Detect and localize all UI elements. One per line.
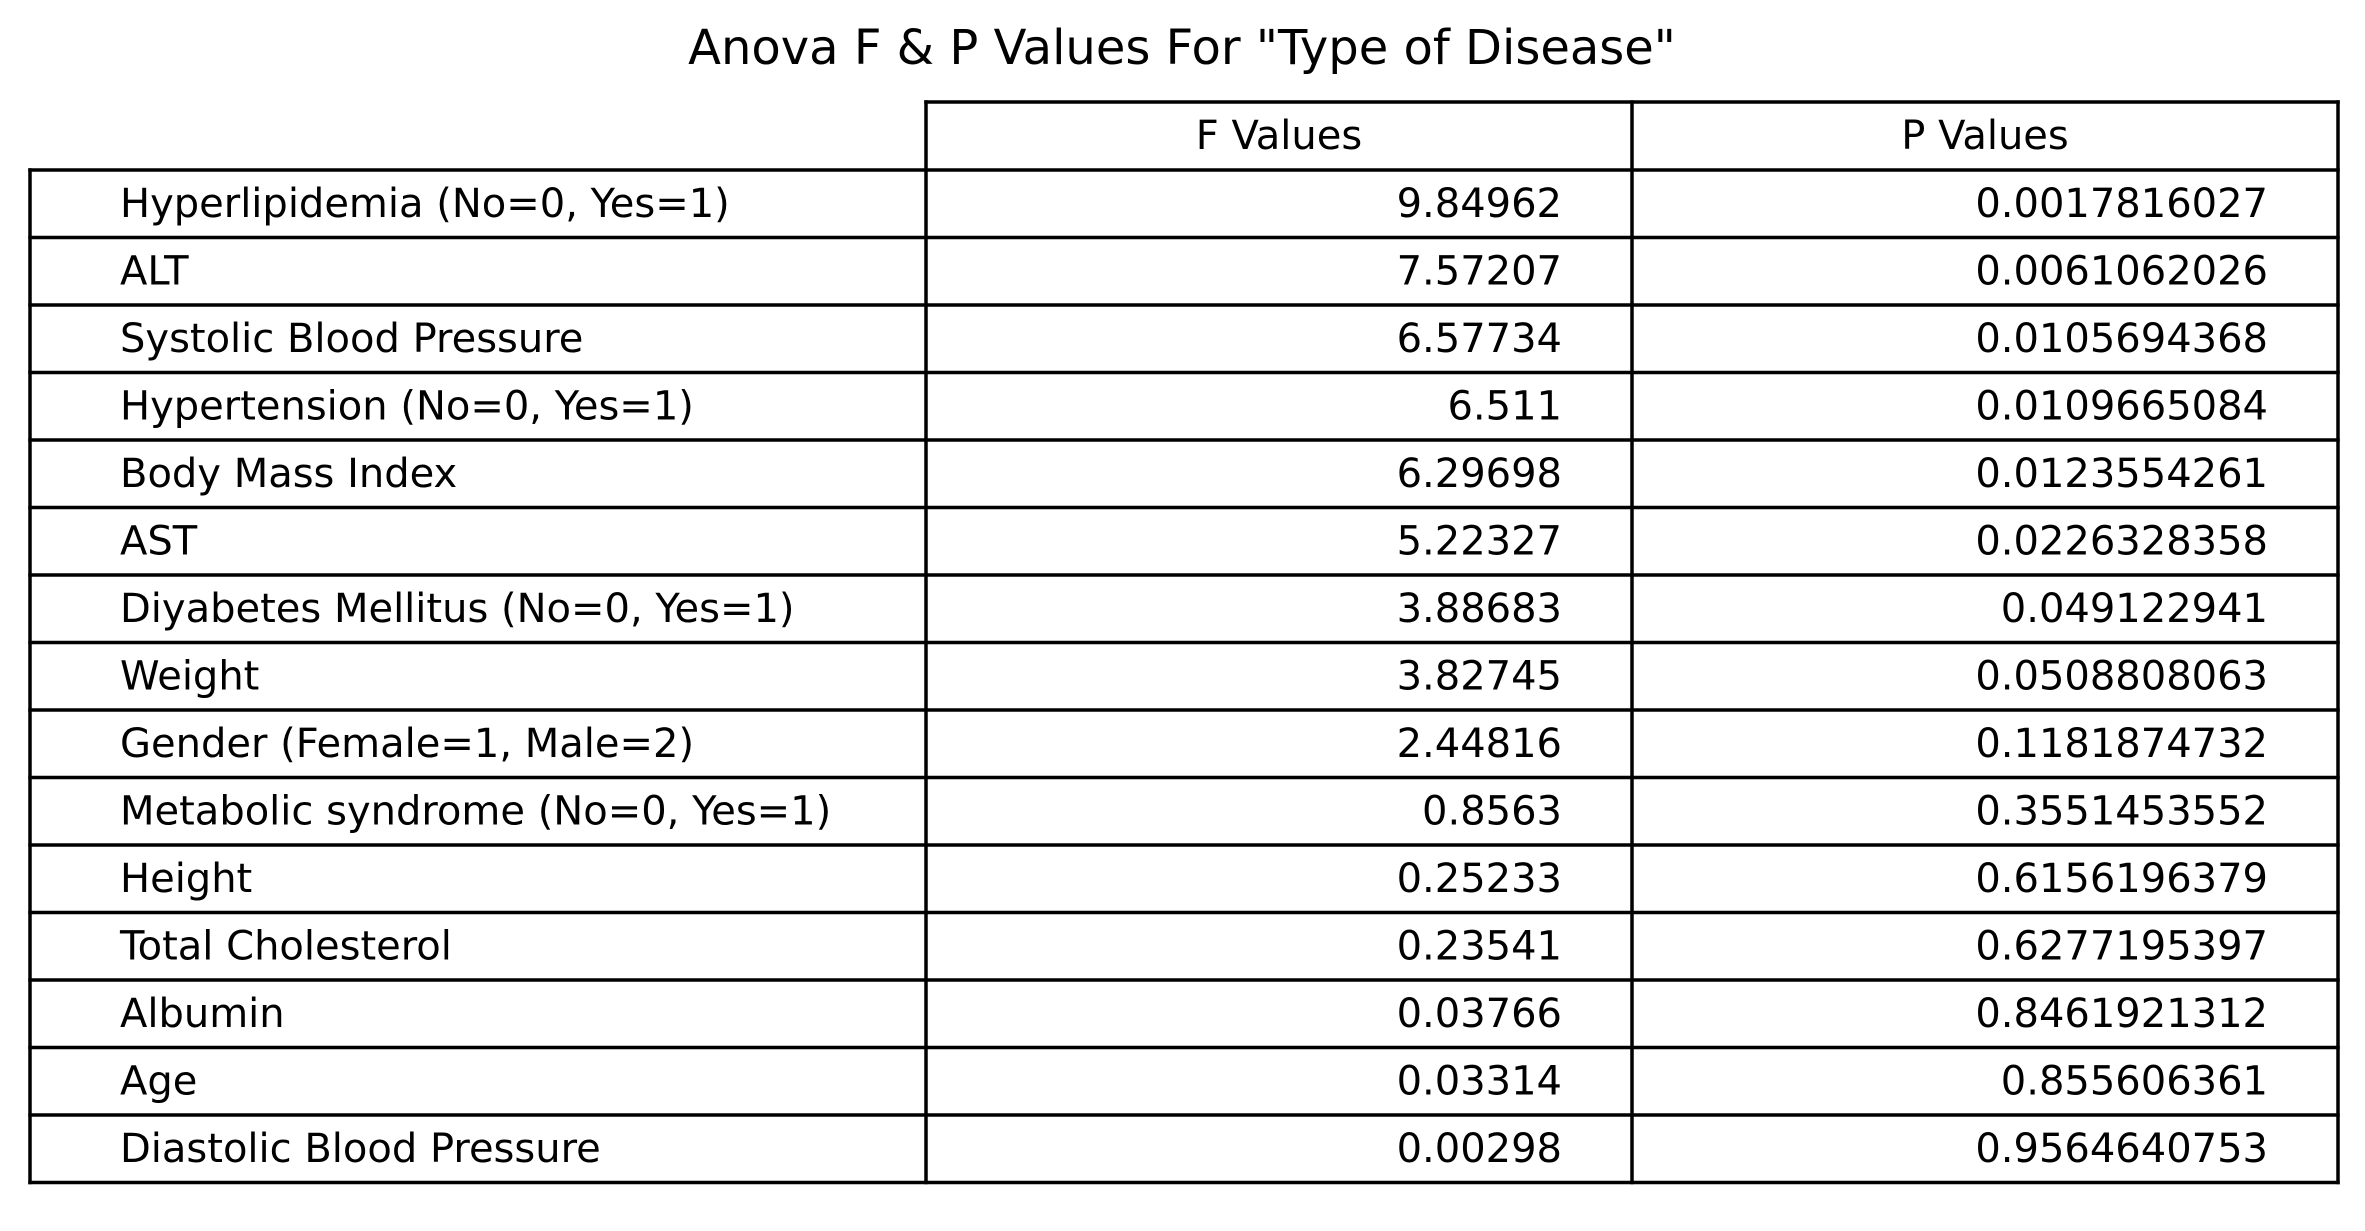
row-label: Body Mass Index [120,451,457,497]
row-label: Metabolic syndrome (No=0, Yes=1) [120,788,831,834]
p-value-cell: 0.8461921312 [1975,991,2268,1037]
f-value-cell: 6.57734 [1397,316,1562,362]
p-value-cell: 0.0109665084 [1975,383,2268,429]
row-label: Systolic Blood Pressure [120,316,583,362]
p-value-cell: 0.6277195397 [1975,923,2268,969]
f-value-cell: 6.29698 [1397,451,1562,497]
row-label: Hypertension (No=0, Yes=1) [120,383,694,429]
f-value-cell: 7.57207 [1397,248,1562,294]
row-label: Total Cholesterol [119,923,452,969]
p-value-cell: 0.6156196379 [1975,856,2268,902]
f-value-cell: 0.8563 [1422,788,1562,834]
f-value-cell: 2.44816 [1397,721,1562,767]
p-value-cell: 0.0017816027 [1975,181,2268,227]
p-value-cell: 0.049122941 [2001,586,2268,632]
f-value-cell: 5.22327 [1397,518,1562,564]
f-value-cell: 3.88683 [1397,586,1562,632]
p-value-cell: 0.0226328358 [1975,518,2268,564]
row-label: Albumin [120,991,285,1037]
row-label: Gender (Female=1, Male=2) [120,721,694,767]
column-header-f-values: F Values [1196,113,1362,159]
row-label: Hyperlipidemia (No=0, Yes=1) [120,181,730,227]
chart-title: Anova F & P Values For "Type of Disease" [688,20,1676,76]
f-value-cell: 0.25233 [1397,856,1562,902]
row-label: Height [120,856,252,902]
row-label: Diastolic Blood Pressure [120,1126,601,1172]
p-value-cell: 0.3551453552 [1975,788,2268,834]
f-value-cell: 0.00298 [1397,1126,1562,1172]
p-value-cell: 0.0105694368 [1975,316,2268,362]
f-value-cell: 6.511 [1447,383,1562,429]
p-value-cell: 0.0123554261 [1975,451,2268,497]
f-value-cell: 9.84962 [1397,181,1562,227]
p-value-cell: 0.0061062026 [1975,248,2268,294]
p-value-cell: 0.855606361 [2001,1058,2268,1104]
table-grid [28,100,2340,1185]
p-value-cell: 0.1181874732 [1975,721,2268,767]
p-value-cell: 0.9564640753 [1975,1126,2268,1172]
row-label: Weight [120,653,259,699]
table-cells: F Values P Values Hyperlipidemia (No=0, Ye… [119,113,2268,1172]
row-label: ALT [120,248,189,294]
f-value-cell: 0.03766 [1397,991,1562,1037]
row-label: AST [120,518,198,564]
f-value-cell: 3.82745 [1397,653,1562,699]
row-label: Diyabetes Mellitus (No=0, Yes=1) [120,586,795,632]
row-label: Age [120,1058,197,1104]
f-value-cell: 0.03314 [1397,1058,1562,1104]
p-value-cell: 0.0508808063 [1975,653,2268,699]
column-header-p-values: P Values [1901,113,2069,159]
f-value-cell: 0.23541 [1397,923,1562,969]
